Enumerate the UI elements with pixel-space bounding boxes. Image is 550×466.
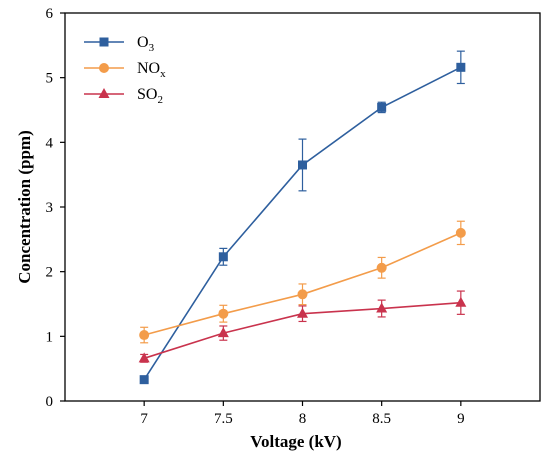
series-2-point-3 [376,302,388,313]
series-2-point-1 [217,327,229,338]
legend-label-0: O3 [137,34,155,54]
series-1-point-1 [218,308,229,319]
series-0-point-4 [456,62,466,72]
x-axis-title: Voltage (kV) [250,432,341,451]
series-2-point-2 [297,307,308,318]
series-0 [139,50,466,385]
y-tick-label-0: 0 [46,394,54,410]
y-tick-label-6: 6 [46,6,54,22]
series-0-point-1 [218,252,228,262]
legend-marker-0 [99,37,109,47]
series-1-point-2 [297,289,308,300]
legend-item-1: NOx [84,60,166,80]
series-1-point-4 [455,227,466,238]
y-tick-label-5: 5 [46,71,54,87]
y-axis-title: Concentration (ppm) [15,130,34,283]
x-tick-label-3: 8.5 [372,411,391,427]
series-layer [138,50,467,385]
x-tick-label-1: 7.5 [214,411,233,427]
series-1-point-3 [376,262,387,273]
legend-item-0: O3 [84,34,155,54]
axes-layer: 0 1 2 3 4 5 6 7 7.5 8 8.5 9 [46,6,541,427]
y-tick-label-4: 4 [46,135,54,151]
y-tick-label-1: 1 [46,329,54,345]
x-tick-label-4: 9 [457,411,465,427]
series-2 [138,290,467,363]
x-tick-label-0: 7 [140,411,148,427]
legend-marker-1 [99,63,109,73]
legend-marker-2 [98,88,110,98]
legend-label-1: NOx [137,60,166,80]
series-1 [139,220,466,344]
series-2-point-4 [455,296,467,307]
x-tick-label-2: 8 [299,411,307,427]
series-0-point-2 [298,160,307,170]
series-0-point-0 [139,375,149,385]
series-0-line [143,66,462,381]
y-tick-label-2: 2 [46,265,54,281]
legend-item-2: SO2 [84,86,163,106]
series-2-point-0 [138,352,150,363]
series-1-point-0 [139,330,150,341]
legend: O3 NOx SO2 [84,34,166,106]
y-tick-label-3: 3 [46,200,54,216]
series-0-point-3 [377,102,387,112]
legend-label-2: SO2 [137,86,163,106]
